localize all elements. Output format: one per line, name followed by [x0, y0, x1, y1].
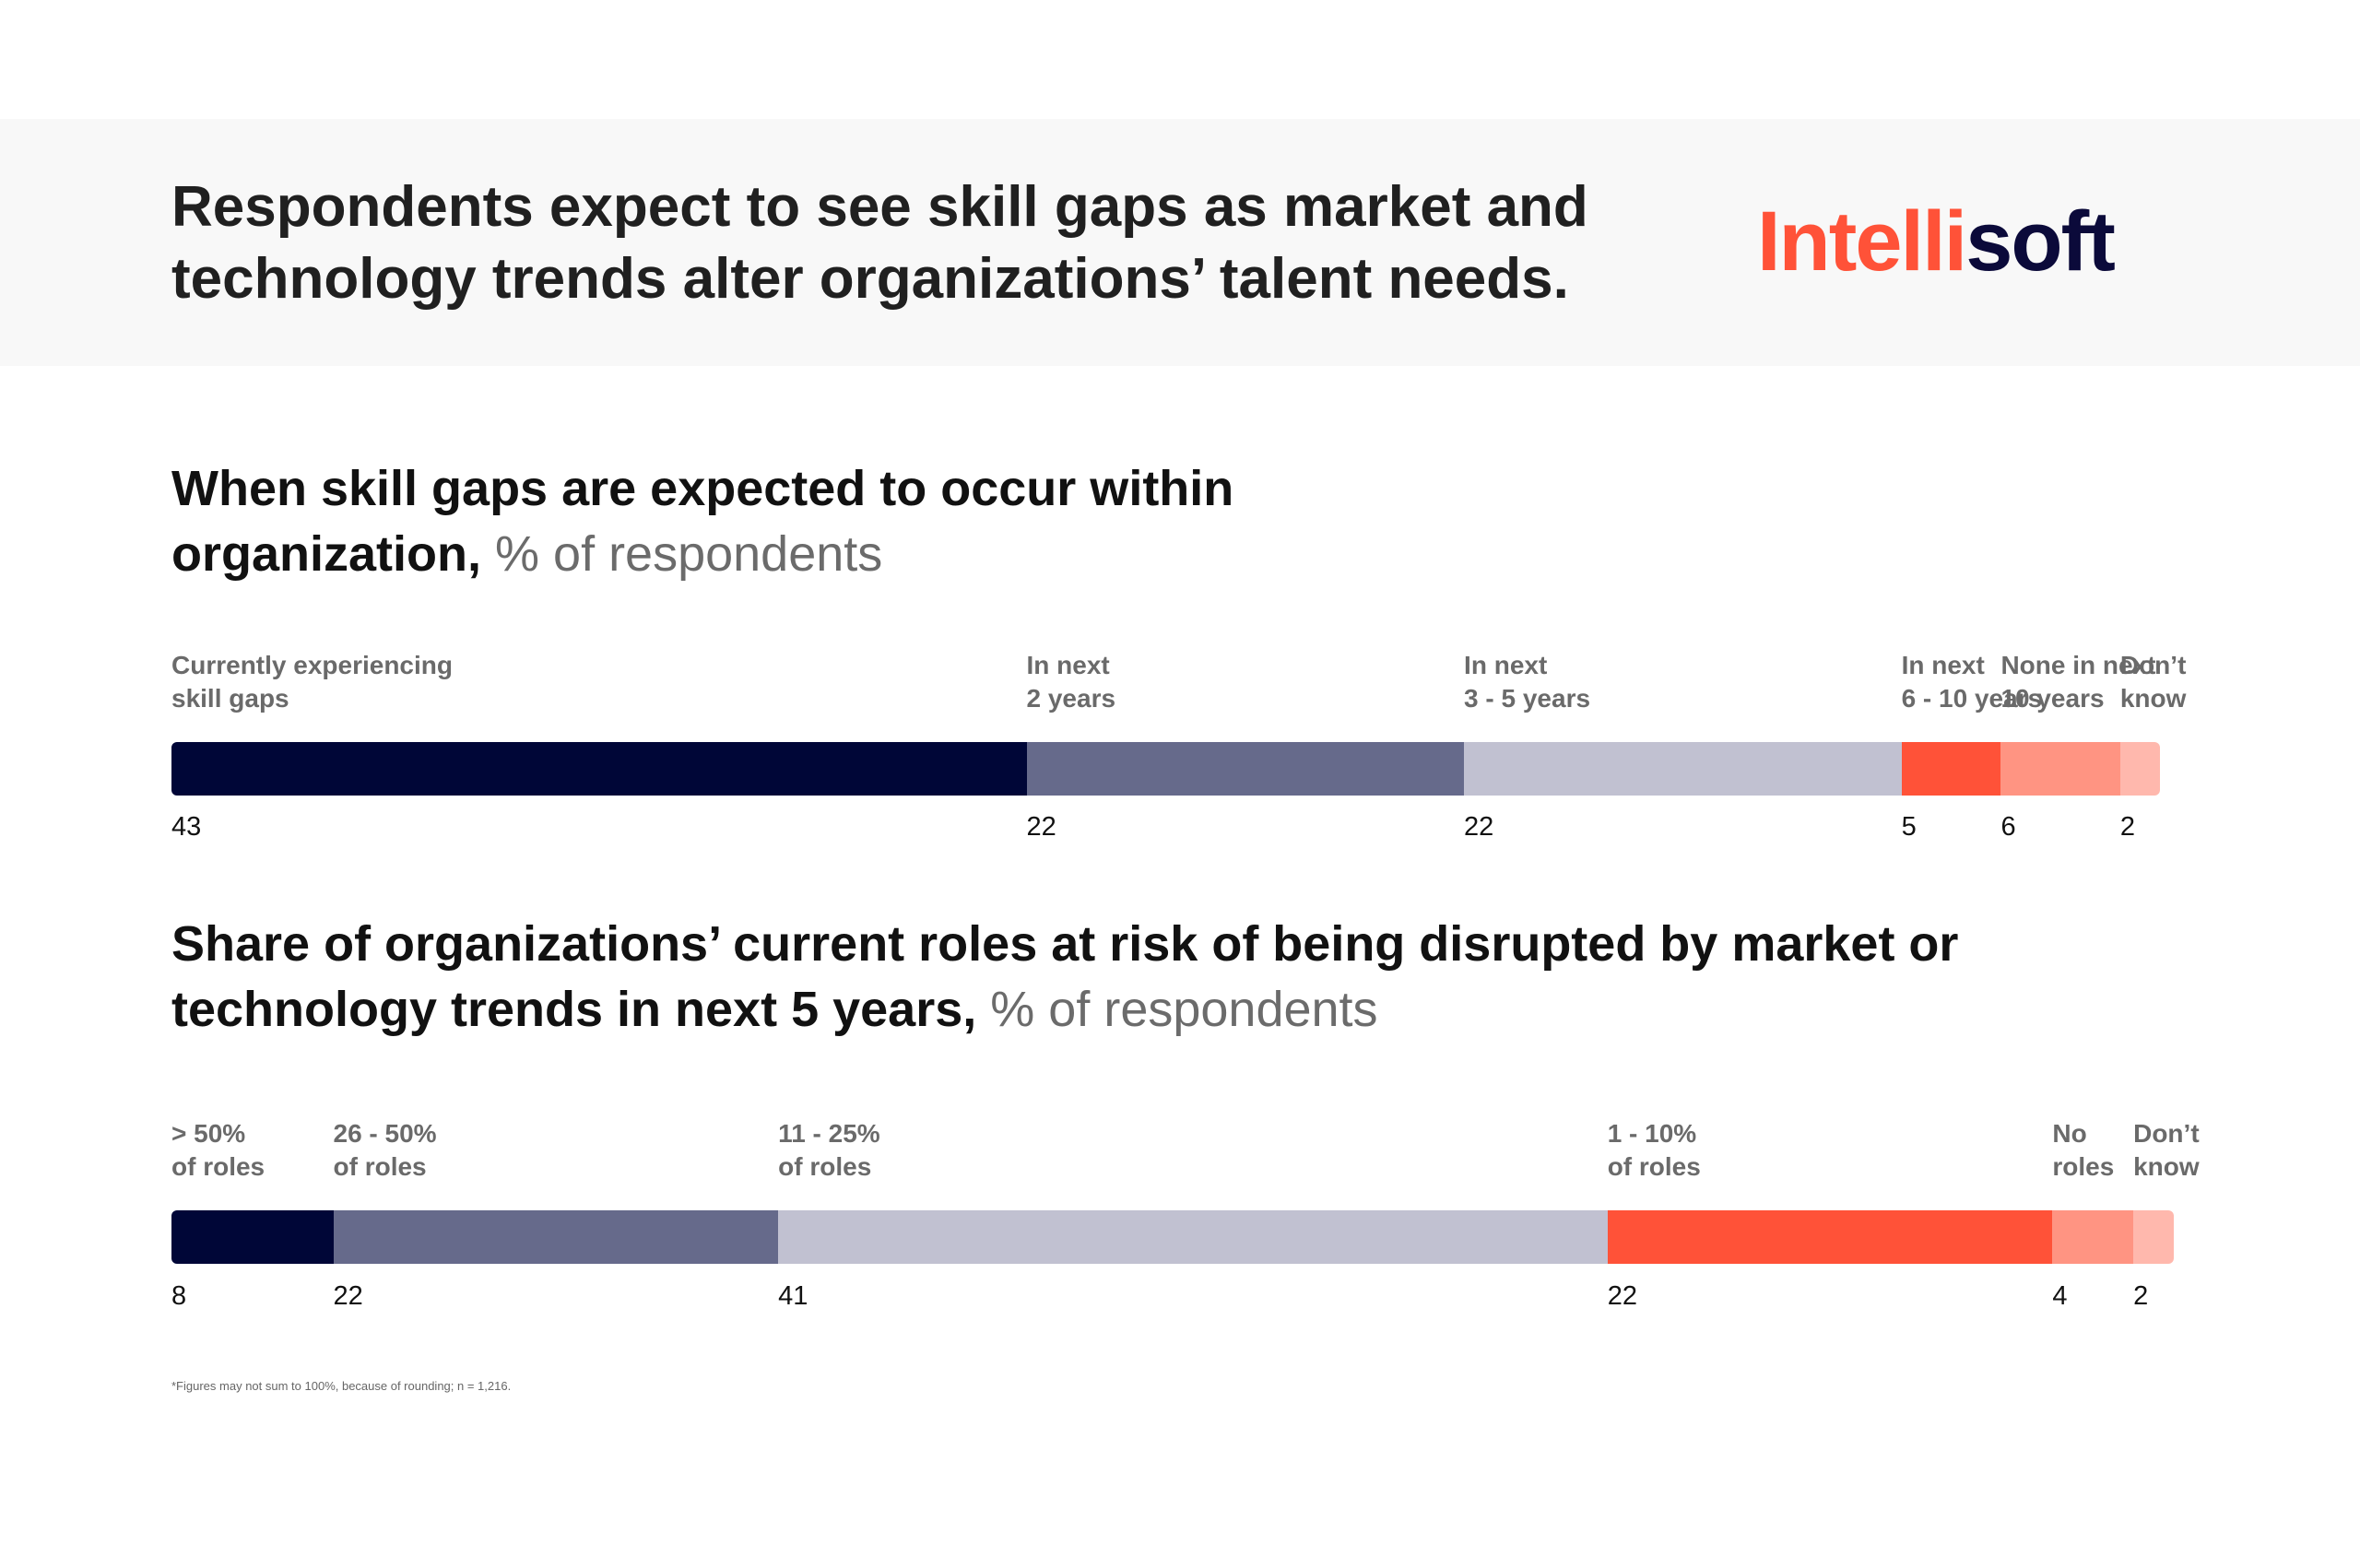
category-label-6: Don’t know	[2133, 1119, 2200, 1181]
value-label-4: 5	[1901, 812, 1917, 842]
value-label-4: 22	[1607, 1281, 1637, 1311]
chart-1-title: When skill gaps are expected to occur wi…	[171, 456, 1370, 587]
bar-segment-4	[1901, 742, 2001, 796]
chart-2-title-main: Share of organizations’ current roles at…	[171, 916, 1959, 1037]
bar-segment-1	[171, 742, 1027, 796]
chart-1-title-unit: % of respondents	[495, 526, 883, 582]
value-label-2: 22	[333, 1281, 363, 1311]
intellisoft-logo: Intellisoft	[1757, 195, 2116, 289]
footnote: *Figures may not sum to 100%, because of…	[171, 1379, 512, 1393]
bar-segment-2	[1026, 742, 1465, 796]
bar-segment-3	[778, 1210, 1608, 1264]
value-label-1: 8	[171, 1281, 187, 1311]
bar-segment-6	[2119, 742, 2160, 796]
value-label-3: 41	[778, 1281, 808, 1311]
category-label-6: Don’t know	[2119, 651, 2187, 713]
logo-text-part2: soft	[1965, 195, 2116, 289]
category-label-5: No roles	[2052, 1119, 2115, 1181]
category-label-3: 11 - 25% of roles	[778, 1119, 880, 1181]
category-label-2: In next 2 years	[1026, 651, 1116, 713]
page-headline: Respondents expect to see skill gaps as …	[171, 175, 1588, 311]
category-label-4: In next 6 - 10 years	[1901, 651, 2043, 713]
bar-segment-1	[171, 1210, 334, 1264]
category-label-3: In next 3 - 5 years	[1464, 651, 1591, 713]
bar-segment-6	[2133, 1210, 2174, 1264]
chart-2-title-unit: % of respondents	[990, 982, 1378, 1037]
category-label-1: > 50% of roles	[171, 1119, 266, 1181]
bar-segment-5	[2052, 1210, 2134, 1264]
category-label-1: Currently experiencing skill gaps	[171, 651, 453, 713]
value-label-6: 2	[2133, 1281, 2149, 1311]
value-label-5: 6	[2000, 812, 2016, 842]
category-label-4: 1 - 10% of roles	[1607, 1119, 1701, 1181]
bar-segment-2	[333, 1210, 779, 1264]
category-label-5: None in next 10 years	[2000, 651, 2156, 713]
logo-text-part1: Intelli	[1757, 195, 1967, 289]
value-label-5: 4	[2052, 1281, 2068, 1311]
value-label-6: 2	[2119, 812, 2135, 842]
bar-segment-5	[2000, 742, 2120, 796]
bar-segment-3	[1464, 742, 1902, 796]
bar-segment-4	[1607, 1210, 2053, 1264]
value-label-3: 22	[1464, 812, 1494, 842]
chart-1-title-main: When skill gaps are expected to occur wi…	[171, 461, 1234, 582]
value-label-1: 43	[171, 812, 202, 842]
value-label-2: 22	[1026, 812, 1056, 842]
header-band	[0, 119, 2360, 366]
category-label-2: 26 - 50% of roles	[333, 1119, 437, 1181]
chart-2-title: Share of organizations’ current roles at…	[171, 912, 2200, 1043]
